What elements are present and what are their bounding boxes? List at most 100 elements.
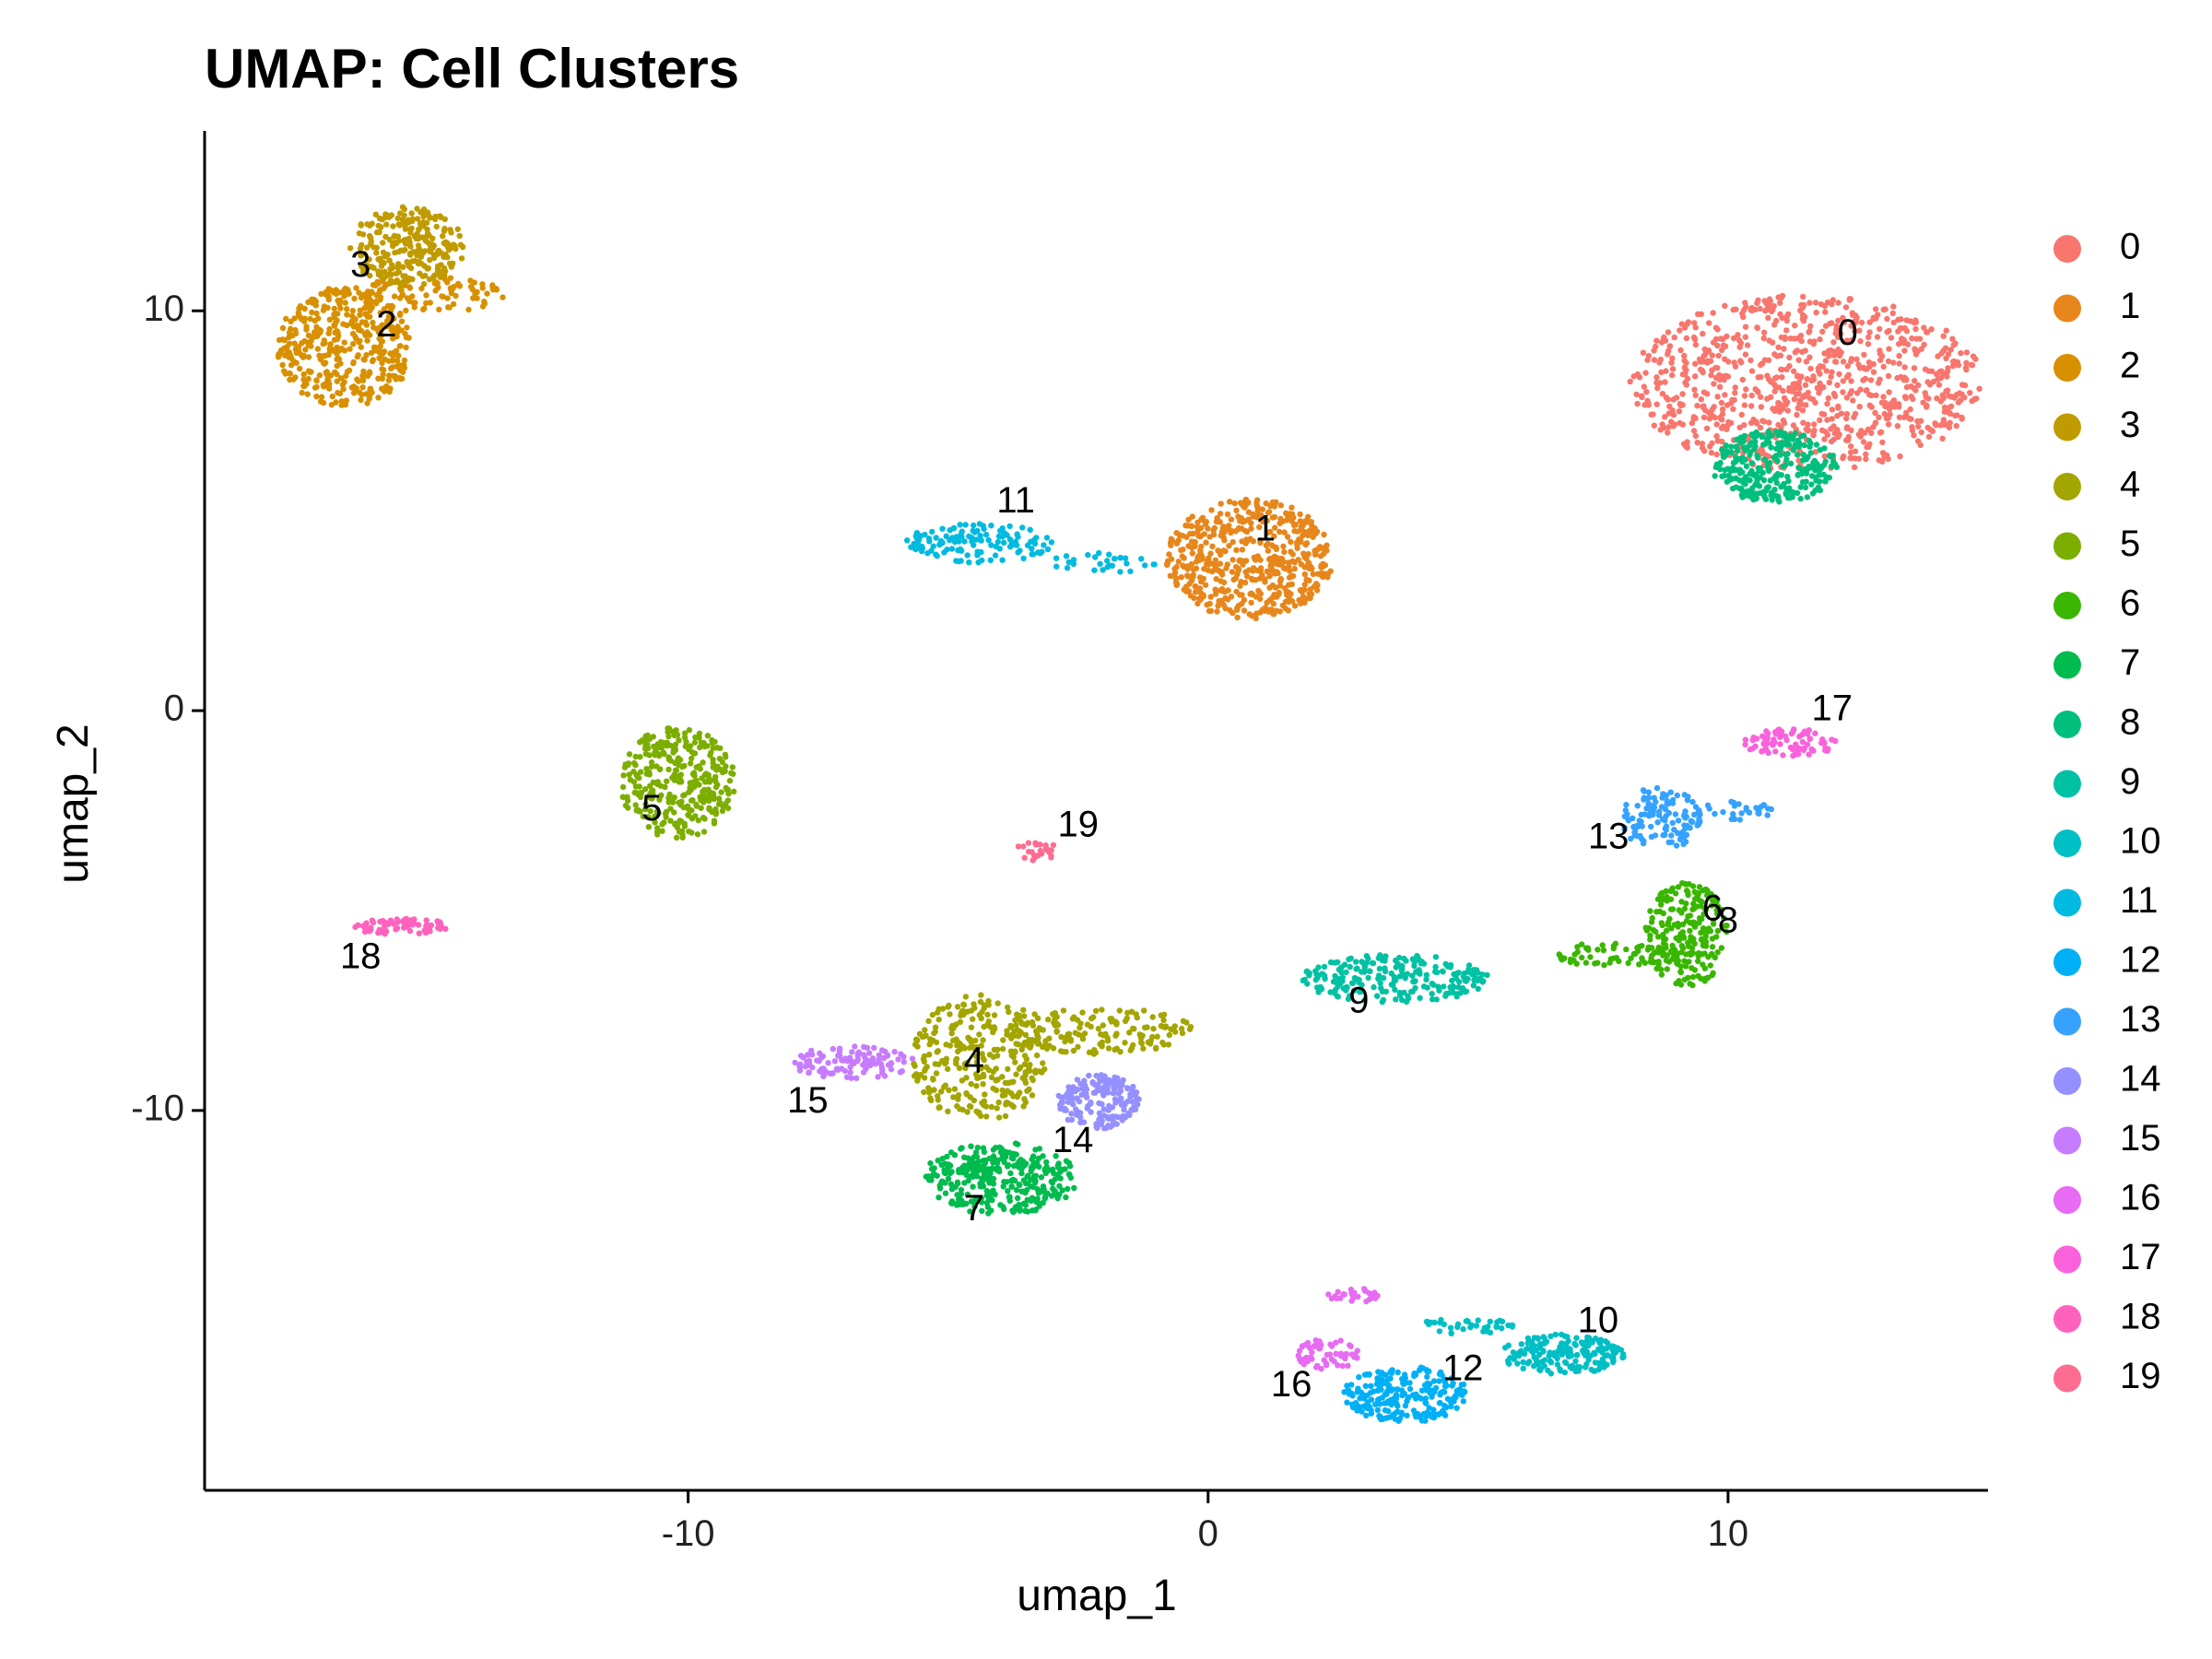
point [1662,379,1668,385]
point [1898,373,1904,381]
point [1190,573,1196,581]
point [1736,344,1743,350]
point [679,834,686,841]
point [1666,800,1673,806]
point [1794,437,1802,443]
point [1215,603,1221,609]
point [1429,1411,1435,1418]
point [1846,297,1853,303]
point [1811,338,1818,345]
point [626,751,633,758]
point [1050,1011,1056,1018]
point [1936,382,1943,388]
point [1029,1092,1036,1099]
point [1665,922,1672,928]
point [389,364,395,371]
point [1778,443,1784,451]
point [1271,533,1277,539]
point [673,727,679,734]
point [1694,403,1700,409]
point [939,1178,946,1184]
point [1460,1398,1467,1405]
point [1700,359,1707,365]
point [632,783,640,790]
point [1783,317,1791,324]
point [1698,396,1705,403]
point [1050,1185,1056,1193]
point [1207,607,1215,614]
point [1005,1100,1011,1106]
point [986,1052,994,1058]
point [1533,1347,1540,1354]
point [418,234,425,241]
point [359,263,365,270]
point [665,754,672,760]
point [1925,395,1932,402]
point [1379,998,1386,1006]
point [918,547,925,555]
point [1699,951,1705,958]
point [1199,516,1206,523]
point [1442,960,1449,968]
point [1885,372,1892,380]
point [349,312,356,320]
point [972,1071,980,1077]
point [978,1065,984,1072]
point [1798,337,1805,345]
point [1647,936,1653,943]
point [481,299,488,305]
point [1915,423,1922,429]
point [1256,575,1264,582]
point [1253,557,1259,563]
cluster-0-points [1627,292,1983,472]
point [304,391,311,397]
point [299,389,305,396]
point [1095,1026,1102,1032]
point [1092,1007,1100,1015]
point [1666,915,1673,923]
point [1690,334,1698,341]
point [1594,959,1601,966]
point [1210,531,1218,538]
point [1430,982,1437,988]
point [972,1037,979,1044]
point [1664,966,1671,972]
point [1783,366,1790,372]
point [1677,327,1683,334]
point [945,1065,951,1073]
point [644,732,651,738]
point [1584,945,1592,951]
point [1840,314,1846,322]
point [1835,300,1841,306]
point [1857,386,1864,393]
point [1810,432,1817,439]
point [959,528,965,535]
point [966,559,972,566]
point [431,216,439,223]
point [1687,920,1694,926]
point [1781,419,1788,427]
point [1020,1200,1028,1207]
point [1407,988,1415,995]
point [1079,1009,1086,1016]
point [1939,435,1946,441]
point [1795,465,1802,471]
point [1178,574,1185,581]
point [1714,949,1721,956]
point [1754,300,1760,307]
point [394,215,401,221]
point [1249,613,1255,619]
point [1779,366,1785,373]
point [1287,568,1293,574]
point [1879,439,1886,446]
point [375,280,382,287]
point [707,752,713,759]
point [913,1036,920,1042]
point [1885,421,1892,428]
point [1821,453,1829,460]
point [973,1053,980,1060]
point [1876,414,1882,420]
point [1908,416,1914,422]
point [1835,334,1841,340]
point [1460,1325,1466,1333]
